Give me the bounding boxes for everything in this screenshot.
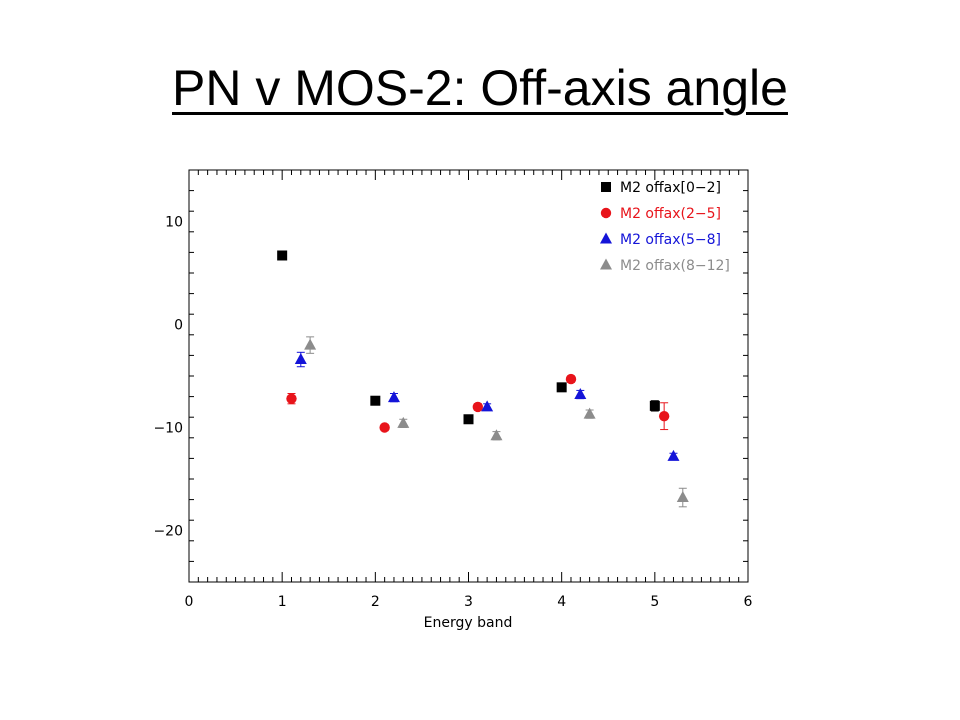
x-tick-label: 3 [464, 594, 473, 610]
legend-marker-1 [601, 182, 611, 192]
y-tick-label: 10 [165, 215, 183, 231]
data-point-series-3 [574, 388, 587, 400]
legend-marker-3 [600, 232, 612, 244]
y-tick-label: −10 [153, 421, 183, 437]
x-tick-label: 2 [371, 594, 380, 610]
data-point-series-2 [472, 401, 484, 413]
y-tick-label: −20 [153, 524, 183, 540]
data-point-series-4 [583, 407, 596, 419]
data-point-series-3 [294, 353, 307, 365]
data-point-series-3 [387, 391, 400, 403]
data-markers [277, 250, 689, 503]
x-axis-label: Energy band [424, 615, 513, 631]
data-point-series-1 [277, 250, 288, 261]
legend-label-2: M2 offax(2−5] [620, 206, 721, 222]
legend-marker-4 [600, 258, 612, 270]
legend-label-3: M2 offax(5−8] [620, 232, 721, 248]
x-tick-label: 5 [650, 594, 659, 610]
data-point-series-4 [304, 338, 317, 350]
legend-label-4: M2 offax(8−12] [620, 258, 730, 274]
y-tick-label: 0 [174, 318, 183, 334]
plot-frame [188, 169, 749, 583]
legend-marker-2 [600, 207, 612, 219]
data-point-series-2 [658, 410, 670, 422]
data-point-series-1 [463, 414, 474, 425]
x-tick-label: 0 [185, 594, 194, 610]
tick-labels: 0 1 2 3 4 5 6 −20 −10 0 10 [153, 215, 752, 611]
data-point-series-2 [565, 373, 577, 385]
data-point-series-1 [370, 395, 381, 406]
data-point-series-4 [397, 416, 410, 428]
slide-title: PN v MOS-2: Off-axis angle [172, 60, 788, 116]
data-point-series-3 [481, 400, 494, 412]
x-tick-label: 6 [744, 594, 753, 610]
legend: M2 offax[0−2] M2 offax(2−5] M2 offax(5−8] M… [600, 180, 730, 274]
x-tick-label: 1 [278, 594, 287, 610]
error-bars [278, 251, 687, 508]
data-point-series-4 [490, 429, 503, 441]
data-point-series-1 [649, 400, 660, 411]
data-point-series-4 [676, 491, 689, 503]
data-point-series-2 [379, 422, 390, 433]
x-tick-label: 4 [557, 594, 566, 610]
legend-label-1: M2 offax[0−2] [620, 180, 721, 196]
data-point-series-2 [286, 393, 297, 404]
data-point-series-1 [556, 382, 567, 393]
data-point-series-3 [667, 449, 680, 461]
